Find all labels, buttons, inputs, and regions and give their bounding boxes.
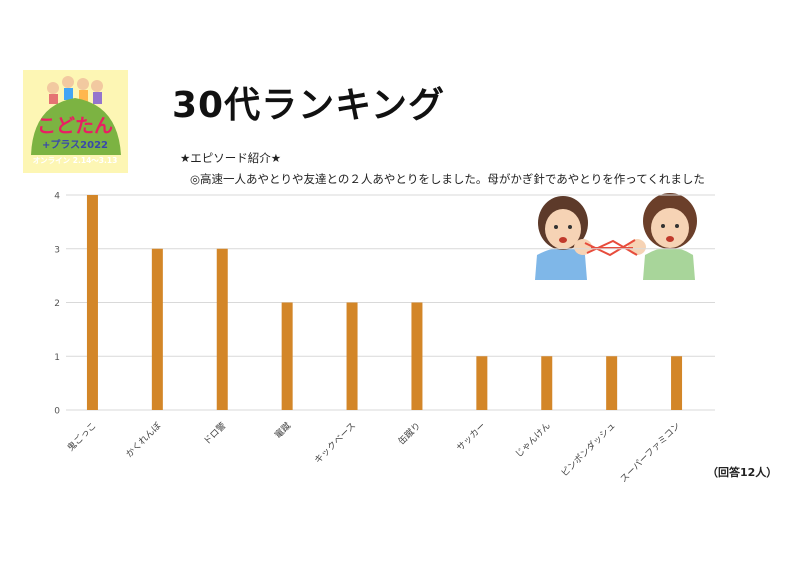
x-tick-label: 缶蹴り: [395, 420, 423, 448]
y-tick-label: 3: [54, 245, 60, 255]
x-tick-label: 鬼ごっこ: [65, 420, 99, 454]
episode-text: ◎高速一人あやとりや友達との２人あやとりをしました。母がかぎ針であやとりを作って…: [190, 172, 705, 186]
bar-9: [606, 356, 618, 410]
x-tick-label: 竃蹴: [272, 420, 293, 441]
x-tick-label: スーパーファミコン: [618, 420, 683, 485]
y-tick-label: 0: [54, 407, 60, 417]
bar-8: [541, 356, 553, 410]
episode-heading: ★エピソード紹介★: [180, 151, 282, 165]
y-tick-label: 1: [54, 353, 60, 363]
bar-10: [671, 356, 683, 410]
ayatori-illustration: [525, 185, 710, 280]
bar-6: [411, 302, 423, 410]
x-tick-label: キックベース: [313, 420, 359, 466]
logo-subtitle-text: +プラス2022: [42, 138, 108, 151]
y-tick-label: 4: [54, 192, 60, 202]
bar-3: [216, 248, 228, 410]
respondent-count: （回答12人）: [707, 466, 778, 479]
x-axis-labels: 鬼ごっこ かくれんぼ ドロ警 竃蹴 キックベース 缶蹴り サッカー じゃんけん ピンポンダッシュ…: [65, 420, 683, 485]
event-logo: こどたん +プラス2022 オンライン 2.14～3.13: [23, 70, 128, 173]
bar-2: [151, 248, 163, 410]
x-tick-label: ピンポンダッシュ: [558, 420, 617, 479]
chart-bars: [86, 195, 683, 410]
y-axis-ticks: 0 1 2 3 4: [54, 192, 60, 417]
bar-7: [476, 356, 488, 410]
x-tick-label: ドロ警: [201, 420, 229, 448]
x-tick-label: かくれんぼ: [124, 420, 164, 460]
bar-1: [86, 195, 98, 410]
x-tick-label: じゃんけん: [513, 420, 553, 460]
x-tick-label: サッカー: [455, 420, 488, 453]
chart-gridlines: [66, 194, 715, 411]
y-tick-label: 2: [54, 299, 60, 309]
page-title: 30代ランキング: [172, 85, 446, 126]
logo-title-text: こどたん: [37, 115, 113, 137]
bar-4: [281, 302, 293, 410]
bar-5: [346, 302, 358, 410]
logo-date-text: オンライン 2.14～3.13: [33, 156, 118, 165]
